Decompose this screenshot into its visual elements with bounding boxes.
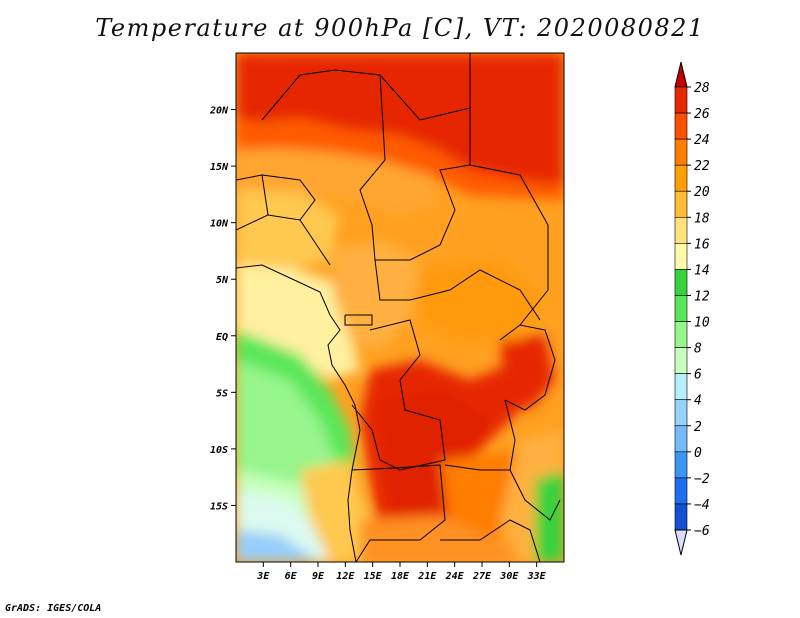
map-title: Temperature at 900hPa [C], VT: 202008082… xyxy=(95,14,705,42)
colorbar-segment xyxy=(674,112,688,140)
colorbar-label: 10 xyxy=(694,316,710,331)
colorbar-label: 22 xyxy=(694,159,710,174)
colorbar-segment xyxy=(674,86,688,114)
colorbar-segment xyxy=(674,451,688,479)
x-tick-label: 24E xyxy=(445,571,465,582)
x-tick-label: 6E xyxy=(285,571,298,582)
x-tick-label: 18E xyxy=(391,571,410,582)
colorbar-label: 24 xyxy=(694,133,710,148)
y-tick-label: 5S xyxy=(216,388,228,399)
x-axis-ticks: 3E 6E 9E 12E 15E 18E 21E 24E 27E 30E 33E xyxy=(256,562,547,582)
colorbar-label: −6 xyxy=(694,524,710,539)
colorbar-segment xyxy=(674,321,688,348)
colorbar-segment xyxy=(674,216,688,244)
colorbar-label: −2 xyxy=(694,472,710,487)
colorbar-bottom-triangle xyxy=(674,529,688,556)
credit-label: GrADS: IGES/COLA xyxy=(5,603,102,614)
x-tick-label: 9E xyxy=(312,571,325,582)
y-axis-ticks: 20N 15N 10N 5N EQ 5S 10S 15S xyxy=(209,106,236,512)
x-tick-label: 33E xyxy=(527,571,547,582)
colorbar-label: 2 xyxy=(694,420,702,435)
colorbar-segment xyxy=(674,164,688,192)
y-tick-label: 10S xyxy=(210,445,228,456)
colorbar-label: 18 xyxy=(694,211,710,226)
colorbar-segment xyxy=(674,243,688,270)
colorbar-segment xyxy=(674,373,688,401)
colorbar-label: 12 xyxy=(694,289,710,304)
y-tick-label: 15S xyxy=(210,501,228,512)
colorbar-segment xyxy=(674,295,688,322)
x-tick-label: 21E xyxy=(417,571,437,582)
x-tick-label: 12E xyxy=(336,571,355,582)
colorbar-segment xyxy=(674,425,688,453)
y-tick-label: 10N xyxy=(210,219,229,230)
colorbar-label: 6 xyxy=(694,368,702,383)
temperature-field xyxy=(236,53,564,562)
colorbar-label: 4 xyxy=(694,394,702,409)
colorbar-segment xyxy=(674,399,688,427)
colorbar-segment xyxy=(674,477,688,505)
colorbar-label: 0 xyxy=(694,446,702,461)
colorbar-label: 26 xyxy=(694,107,710,122)
colorbar-segment xyxy=(674,269,688,296)
y-tick-label: EQ xyxy=(216,332,228,343)
y-tick-label: 15N xyxy=(210,162,229,173)
x-tick-label: 30E xyxy=(499,571,519,582)
x-tick-label: 27E xyxy=(472,571,492,582)
colorbar-segment xyxy=(674,347,688,374)
colorbar-segment xyxy=(674,503,688,531)
x-tick-label: 3E xyxy=(256,571,270,582)
y-tick-label: 5N xyxy=(216,275,229,286)
colorbar-segment xyxy=(674,190,688,218)
colorbar-label: 28 xyxy=(694,81,710,96)
colorbar-label: −4 xyxy=(694,498,710,513)
x-tick-label: 15E xyxy=(364,571,383,582)
country-borders xyxy=(236,53,561,562)
colorbar-label: 16 xyxy=(694,237,710,252)
y-tick-label: 20N xyxy=(209,106,229,117)
colorbar-label: 20 xyxy=(694,185,710,200)
colorbar-segment xyxy=(674,138,688,166)
colorbar-label: 8 xyxy=(694,342,702,357)
colorbar-top-triangle xyxy=(674,61,688,88)
colorbar-label: 14 xyxy=(694,263,710,278)
